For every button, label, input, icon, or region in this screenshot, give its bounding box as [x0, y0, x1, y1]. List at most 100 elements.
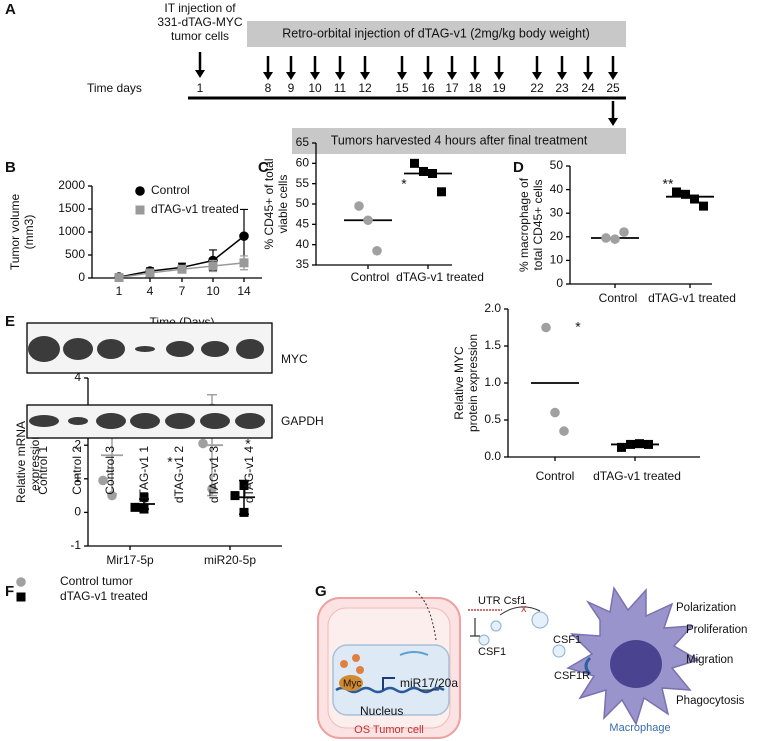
y-tick-label: 1.5: [484, 338, 501, 352]
x-tick-label: dTAG-v1 treated: [396, 270, 484, 284]
y-tick-label: 500: [65, 247, 85, 261]
band: [96, 413, 126, 429]
band: [236, 339, 264, 359]
data-point: [681, 189, 690, 199]
band: [200, 413, 230, 429]
data-point: [610, 234, 620, 244]
data-point: [372, 245, 382, 256]
annotation: *: [401, 176, 407, 192]
band: [63, 338, 93, 360]
treatment-label: Retro-orbital injection of dTAG-v1 (2mg/…: [282, 26, 590, 40]
data-point: [419, 166, 428, 176]
band-label: GAPDH: [281, 414, 324, 428]
y-tick-label: 0.5: [484, 412, 501, 426]
y-axis-label: (mm3): [22, 215, 36, 250]
macrophage-nucleus: [610, 640, 662, 688]
data-point: [114, 273, 124, 283]
lane-label: Control 3: [103, 446, 117, 495]
y-axis-label: total CD45+ cells: [531, 179, 545, 270]
day-label: 11: [334, 81, 347, 95]
protein: [352, 654, 360, 662]
day-label: 16: [421, 81, 435, 95]
y-tick-label: 4: [74, 370, 81, 384]
lane-label: dTAG-v1 3: [207, 446, 221, 503]
data-point: [363, 215, 373, 226]
y-axis-label: Relative mRNA: [14, 421, 28, 503]
data-point: [437, 187, 446, 197]
injection-label: 331-dTAG-MYC: [157, 15, 242, 29]
y-tick-label: 30: [550, 205, 564, 219]
day-label: 8: [265, 81, 272, 95]
band: [165, 413, 195, 429]
arrow-head: [608, 72, 618, 80]
band: [130, 413, 160, 429]
arrow-head: [608, 118, 618, 126]
y-tick-label: 0: [74, 505, 81, 519]
arrow-head: [532, 72, 542, 80]
diagram-label: Nucleus: [360, 704, 403, 718]
myc-protein: [339, 675, 363, 691]
data-point: [550, 407, 560, 418]
effect-label: Proliferation: [686, 624, 747, 636]
nucleus: [332, 644, 450, 716]
band: [29, 415, 59, 427]
y-axis-label: Tumor volume: [8, 194, 22, 271]
y-tick-label: 1.0: [484, 375, 501, 389]
data-point: [410, 158, 419, 168]
y-tick-label: 10: [550, 253, 564, 267]
arrow-head: [286, 72, 296, 80]
day-label: 1: [197, 81, 204, 95]
day-label: 22: [530, 81, 544, 95]
diagram-label: miR17/20a: [400, 676, 458, 690]
annotation: *: [167, 454, 173, 470]
data-point: [541, 322, 551, 333]
data-point: [428, 169, 437, 178]
data-point: [354, 201, 364, 211]
data-point: [626, 439, 635, 449]
y-tick-label: 1: [74, 471, 81, 485]
lane-label: dTAG-v1 1: [137, 446, 151, 503]
diagram-label: Macrophage: [609, 722, 670, 734]
data-point: [107, 490, 117, 501]
vesicle: [490, 620, 502, 632]
legend-label: dTAG-v1 treated: [151, 202, 239, 216]
band: [97, 339, 125, 359]
band: [235, 413, 265, 429]
band: [28, 336, 60, 362]
harvest-label: Tumors harvested 4 hours after final tre…: [331, 133, 588, 147]
data-point: [635, 439, 644, 449]
treatment-banner: [247, 21, 626, 47]
x-tick-label: Control: [536, 469, 575, 483]
harvest-banner: [292, 128, 626, 154]
y-tick-label: 2000: [58, 178, 85, 192]
diagram-label: OS Tumor cell: [354, 724, 424, 736]
arrow-head: [423, 72, 433, 80]
data-point: [239, 258, 249, 268]
day-label: 25: [606, 81, 620, 95]
diagram-label: CSF1: [553, 634, 581, 646]
x-tick-label: dTAG-v1 treated: [593, 469, 681, 483]
x-tick-label: miR20-5p: [204, 553, 256, 567]
day-label: 12: [358, 81, 372, 95]
lane-label: Control 2: [70, 446, 84, 495]
y-tick-label: 50: [550, 158, 564, 172]
effect-label: Phagocytosis: [676, 695, 745, 707]
vesicle: [552, 644, 566, 658]
band: [201, 341, 229, 357]
day-label: 23: [555, 81, 569, 95]
data-point: [672, 187, 681, 197]
promoter-arrow: [382, 677, 395, 690]
panel-label: F: [5, 583, 14, 600]
y-tick-label: -1: [70, 538, 81, 552]
data-point: [699, 201, 708, 211]
x-tick-label: 10: [206, 284, 220, 298]
arrow-head: [447, 72, 457, 80]
day-label: 15: [395, 81, 409, 95]
panel-label: B: [5, 159, 16, 176]
y-axis-label: viable cells: [276, 175, 290, 234]
y-tick-label: 1000: [58, 224, 85, 238]
x-tick-label: 7: [179, 284, 186, 298]
y-axis-label: expression: [28, 433, 42, 491]
day-label: 10: [308, 81, 322, 95]
